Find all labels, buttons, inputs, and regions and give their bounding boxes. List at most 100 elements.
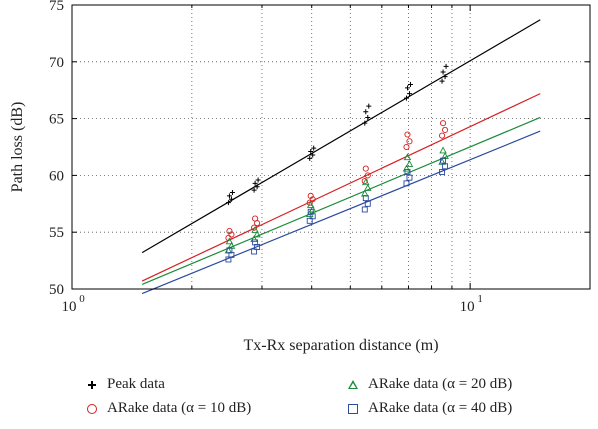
data-point-arake-10: [307, 192, 314, 199]
data-point-arake-40: [403, 180, 410, 187]
fit-line-1: [141, 93, 541, 282]
data-point-peak: [255, 177, 261, 183]
data-point-arake-40: [362, 195, 369, 202]
plot-frame: [71, 4, 591, 290]
data-point-arake-40: [309, 213, 316, 220]
data-point-peak: [225, 200, 231, 206]
data-point-arake-20: [251, 225, 259, 233]
data-points: [224, 63, 449, 263]
legend: Peak data ARake data (α = 10 dB) ARake d…: [0, 370, 598, 429]
data-point-arake-20: [361, 189, 369, 197]
data-point-peak: [439, 78, 445, 84]
data-point-arake-40: [404, 169, 411, 175]
data-point-arake-20: [439, 146, 447, 154]
data-point-arake-20: [250, 235, 258, 242]
x-axis-label: Tx-Rx separation distance (m): [243, 337, 438, 354]
data-point-arake-20: [225, 237, 234, 245]
legend-label-peak: Peak data: [107, 376, 165, 392]
data-point-peak: [442, 74, 448, 80]
data-point-arake-10: [404, 131, 411, 138]
data-point-peak: [443, 63, 449, 69]
legend-label-arake-40: ARake data (α = 40 dB): [368, 400, 513, 416]
legend-label-arake-10: ARake data (α = 10 dB): [107, 400, 252, 416]
data-point-peak: [308, 149, 314, 155]
y-tick-label: 60: [49, 168, 64, 184]
data-point-arake-40: [306, 217, 313, 224]
data-point-arake-10: [226, 228, 233, 235]
data-point-arake-40: [361, 206, 368, 213]
data-point-arake-10: [252, 215, 259, 222]
data-point-arake-40: [440, 157, 447, 164]
data-point-arake-20: [227, 241, 236, 249]
y-tick-label: 75: [49, 0, 64, 14]
data-point-arake-10: [439, 132, 446, 139]
data-point-arake-20: [441, 152, 449, 160]
fit-lines: [141, 19, 541, 295]
data-point-arake-40: [364, 200, 371, 207]
y-axis-label: Path loss (dB): [9, 102, 26, 193]
data-point-arake-20: [402, 164, 411, 172]
data-point-peak: [363, 109, 369, 115]
data-point-arake-10: [251, 224, 258, 231]
data-point-arake-20: [253, 230, 261, 238]
x-tick-label: 10: [460, 299, 475, 315]
data-point-peak: [310, 152, 316, 158]
triangle-marker-icon: [346, 378, 360, 392]
data-point-peak: [403, 95, 409, 101]
circle-marker-icon: [85, 402, 99, 416]
data-point-arake-40: [406, 174, 413, 181]
data-point-peak: [307, 155, 313, 161]
data-point-arake-20: [405, 160, 414, 167]
x-tick-exponent: 1: [477, 293, 483, 305]
data-point-peak: [407, 82, 413, 88]
y-tick-label: 50: [49, 282, 64, 298]
data-point-peak: [251, 187, 257, 193]
data-point-arake-10: [362, 165, 369, 172]
data-point-arake-10: [228, 231, 235, 238]
data-point-arake-20: [306, 200, 315, 208]
data-point-peak: [406, 91, 412, 97]
legend-item-arake-10: ARake data (α = 10 dB): [85, 400, 251, 417]
data-point-peak: [362, 120, 368, 126]
data-point-arake-20: [364, 183, 372, 191]
y-tick-label: 55: [49, 225, 64, 241]
x-tick-exponent: 0: [79, 293, 85, 305]
data-point-arake-10: [440, 120, 447, 127]
data-point-arake-10: [306, 199, 313, 206]
plus-marker-icon: [85, 378, 99, 392]
data-point-arake-20: [403, 153, 412, 161]
data-point-arake-10: [406, 138, 413, 145]
data-point-arake-40: [226, 247, 233, 254]
data-point-arake-10: [364, 172, 371, 179]
fit-line-2: [141, 116, 541, 286]
y-tick-label: 65: [49, 112, 64, 128]
data-point-peak: [366, 103, 372, 109]
legend-label-arake-20: ARake data (α = 20 dB): [368, 376, 513, 392]
data-point-arake-10: [403, 143, 410, 151]
grid-lines: [72, 5, 590, 289]
legend-item-peak: Peak data: [85, 376, 165, 393]
data-point-peak: [440, 69, 446, 75]
data-point-arake-40: [228, 251, 235, 258]
data-point-arake-40: [307, 208, 314, 215]
data-point-peak: [228, 196, 234, 202]
data-point-arake-40: [254, 244, 261, 250]
data-point-arake-10: [442, 126, 449, 134]
data-point-peak: [311, 145, 317, 151]
x-tick-label: 10: [62, 299, 77, 315]
data-point-arake-40: [439, 169, 446, 175]
square-marker-icon: [346, 402, 360, 416]
legend-item-arake-20: ARake data (α = 20 dB): [346, 376, 512, 393]
y-tick-label: 70: [49, 55, 64, 71]
fit-line-0: [141, 19, 541, 254]
data-point-arake-20: [362, 178, 370, 186]
data-point-arake-10: [309, 196, 316, 203]
data-point-arake-40: [251, 248, 258, 255]
data-point-peak: [254, 184, 260, 190]
data-point-peak: [229, 189, 235, 195]
data-point-peak: [404, 85, 410, 91]
data-point-peak: [226, 193, 232, 199]
data-point-peak: [252, 180, 258, 186]
